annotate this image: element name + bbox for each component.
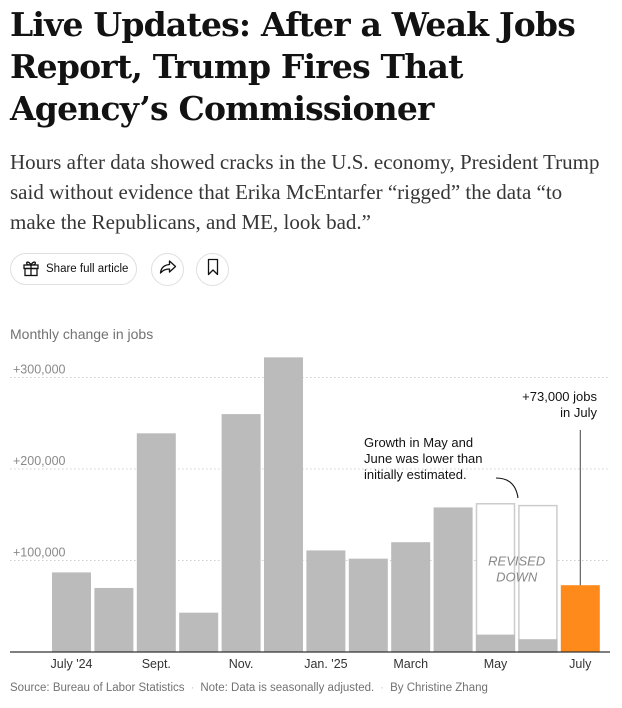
revision-note: June was lower than (364, 451, 483, 466)
revision-note: initially estimated. (364, 467, 467, 482)
bar (306, 550, 346, 652)
y-tick-label: +300,000 (13, 363, 66, 377)
x-tick-label: March (393, 657, 428, 671)
separator-dot: · (190, 682, 195, 694)
bar (476, 634, 515, 652)
x-tick-label: July (569, 657, 592, 671)
bar (518, 639, 558, 652)
chart-footer: Source: Bureau of Labor Statistics · Note:… (10, 682, 488, 694)
share-full-article-button[interactable]: Share full article (10, 253, 137, 285)
chart-byline: By Christine Zhang (390, 682, 488, 694)
x-tick-label: May (484, 657, 508, 671)
y-tick-label: +200,000 (13, 454, 66, 468)
bar (264, 357, 303, 652)
bar (52, 572, 91, 652)
revised-down-label: REVISED (488, 554, 545, 569)
article-summary: Hours after data showed cracks in the U.… (10, 150, 600, 234)
revised-down-label: DOWN (496, 570, 538, 585)
chart-title: Monthly change in jobs (10, 326, 154, 342)
bar (136, 433, 176, 652)
chart-source: Source: Bureau of Labor Statistics (10, 682, 185, 694)
share-arrow-icon (159, 259, 177, 280)
gift-icon (22, 259, 40, 280)
latest-month-note: +73,000 jobs (522, 389, 597, 404)
chart-note: Note: Data is seasonally adjusted. (200, 682, 375, 694)
y-tick-label-bg (10, 452, 76, 466)
y-tick-label-bg (10, 543, 76, 558)
y-tick-label-bg (10, 360, 76, 375)
bar (179, 612, 219, 652)
x-tick-label: Jan. '25 (304, 657, 347, 671)
x-tick-label: Nov. (229, 657, 254, 671)
revision-note: Growth in May and (364, 435, 473, 450)
bookmark-icon (207, 258, 219, 281)
bar (94, 587, 134, 652)
x-tick-label: July '24 (51, 657, 93, 671)
separator-dot: · (380, 682, 385, 694)
x-tick-label: Sept. (142, 657, 171, 671)
share-full-article-label: Share full article (46, 263, 129, 275)
annotation-leader-curve (495, 477, 519, 499)
highlight-bar (560, 585, 600, 652)
headline: Live Updates: After a Weak Jobs Report, … (10, 5, 576, 128)
share-button[interactable] (151, 253, 184, 286)
y-tick-label: +100,000 (13, 546, 66, 560)
bar (221, 414, 261, 652)
bar (348, 558, 388, 652)
save-bookmark-button[interactable] (196, 253, 229, 286)
bar (433, 507, 473, 652)
bar (391, 542, 431, 652)
latest-month-note: in July (560, 405, 597, 420)
